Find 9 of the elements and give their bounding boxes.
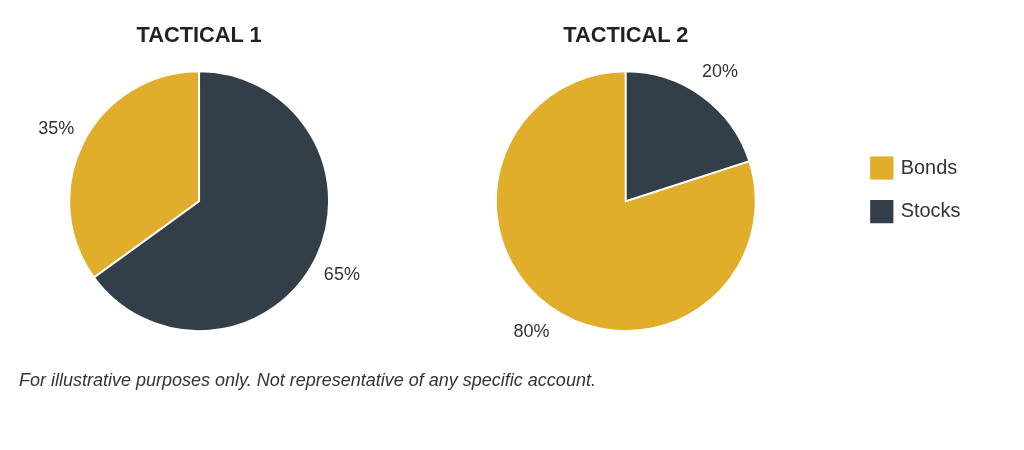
legend-label: Bonds bbox=[900, 155, 958, 178]
data-label: 35% bbox=[38, 118, 75, 139]
legend-label: Stocks bbox=[900, 199, 961, 222]
data-label: 80% bbox=[513, 320, 550, 341]
data-label: 20% bbox=[701, 61, 738, 82]
chart-title: TACTICAL 2 bbox=[563, 21, 689, 47]
chart-title: TACTICAL 1 bbox=[136, 21, 262, 47]
text: For illustrative purposes only. Not representative of any specific account. bbox=[18, 370, 596, 391]
data-label: 65% bbox=[323, 263, 360, 284]
